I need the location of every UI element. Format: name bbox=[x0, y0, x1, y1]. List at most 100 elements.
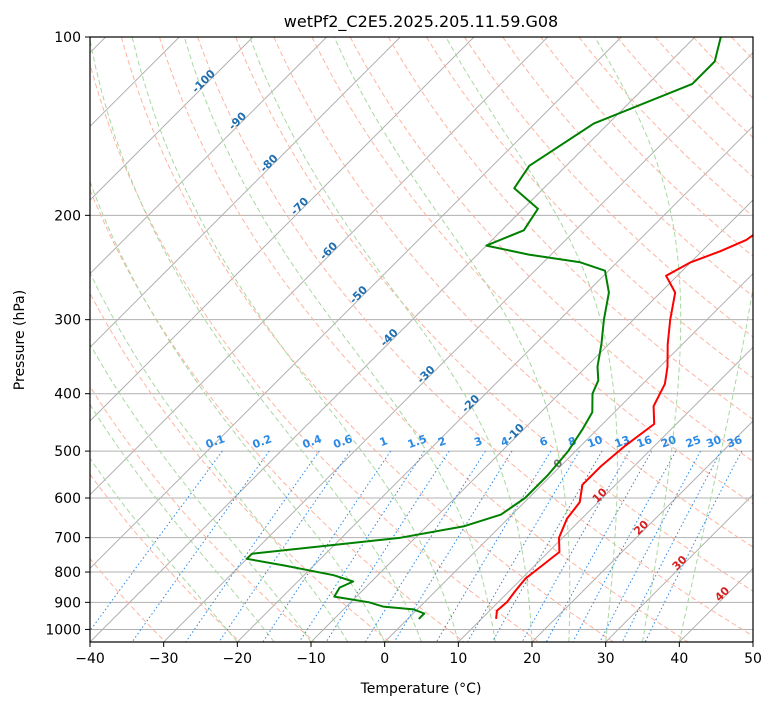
y-axis-label: Pressure (hPa) bbox=[12, 290, 28, 390]
mixing-ratio-line bbox=[545, 450, 653, 642]
mixing-ratio-line bbox=[131, 450, 270, 642]
mixing-ratio-label: 0.1 bbox=[204, 432, 227, 451]
moist-adiabat bbox=[90, 271, 349, 642]
moist-adiabat bbox=[445, 37, 618, 642]
x-axis-label: Temperature (°C) bbox=[360, 681, 482, 697]
dry-adiabat bbox=[425, 37, 753, 379]
temperature-profile bbox=[495, 233, 753, 619]
dry-adiabat bbox=[502, 37, 753, 298]
y-tick-label: 400 bbox=[54, 387, 81, 403]
isotherm-line bbox=[90, 37, 328, 275]
mixing-ratio-label: 0.6 bbox=[332, 432, 355, 451]
mixing-ratio-label: 1 bbox=[378, 434, 390, 449]
moist-adiabat bbox=[90, 343, 312, 642]
mixing-ratio-line bbox=[435, 450, 552, 642]
x-tick-label: −40 bbox=[75, 651, 105, 667]
dry-adiabat bbox=[90, 62, 540, 642]
y-tick-label: 900 bbox=[54, 595, 81, 611]
moist-adiabat bbox=[90, 457, 238, 642]
dry-adiabat bbox=[616, 37, 753, 178]
mixing-ratio-label: 36 bbox=[725, 433, 744, 451]
isotherm-line bbox=[605, 493, 753, 642]
mixing-ratio-label: 2 bbox=[436, 434, 448, 449]
mixing-ratio-label: 16 bbox=[635, 433, 654, 451]
dry-adiabat bbox=[159, 37, 689, 642]
mixing-ratio-line bbox=[467, 450, 580, 642]
mixing-ratio-label: 3 bbox=[472, 434, 484, 449]
isotherm-line bbox=[90, 37, 549, 496]
isotherm-line bbox=[310, 199, 753, 642]
y-tick-label: 800 bbox=[54, 565, 81, 581]
mixing-ratio-line bbox=[185, 450, 320, 642]
plot-frame bbox=[89, 36, 754, 643]
dry-adiabat bbox=[90, 188, 465, 642]
isotherm-line bbox=[90, 37, 475, 422]
x-tick-label: 20 bbox=[523, 651, 541, 667]
y-tick-label: 500 bbox=[54, 444, 81, 460]
mixing-ratio-line bbox=[521, 450, 630, 642]
isotherm-line bbox=[90, 37, 254, 201]
isotherm-line bbox=[384, 272, 753, 642]
dry-adiabat bbox=[311, 37, 753, 505]
mixing-ratio-line bbox=[599, 450, 701, 642]
mixing-ratio-line bbox=[393, 450, 513, 642]
moist-adiabat bbox=[131, 37, 459, 642]
x-tick-label: 0 bbox=[380, 651, 389, 667]
isotherm-line bbox=[90, 37, 401, 349]
mixing-ratio-label: 1.5 bbox=[406, 432, 429, 451]
dry-adiabat bbox=[90, 292, 390, 642]
moist-adiabat bbox=[678, 284, 753, 642]
dry-adiabat bbox=[540, 37, 753, 257]
mixing-ratio-label: 13 bbox=[613, 433, 632, 450]
y-tick-label: 600 bbox=[54, 491, 81, 507]
mixing-ratio-label: 0.2 bbox=[251, 432, 274, 451]
mixing-ratio-label: 30 bbox=[704, 433, 723, 451]
mixing-ratio-label: 8 bbox=[566, 434, 578, 449]
x-tick-label: 10 bbox=[449, 651, 467, 667]
mixing-ratio-line bbox=[572, 450, 677, 642]
y-axis: 100 200 300 400 500 600 700 800 900 1000 bbox=[45, 30, 90, 638]
moist-adiabat bbox=[90, 403, 275, 642]
moist-adiabat bbox=[90, 37, 422, 642]
moist-adiabat bbox=[333, 37, 571, 642]
dry-adiabat bbox=[273, 37, 753, 548]
y-tick-label: 300 bbox=[54, 313, 81, 329]
isotherm-line bbox=[90, 37, 622, 570]
x-tick-label: −30 bbox=[149, 651, 179, 667]
isotherm-line bbox=[531, 420, 753, 642]
x-tick-label: −10 bbox=[296, 651, 326, 667]
dewpoint-profile bbox=[245, 37, 722, 620]
isotherm-line bbox=[236, 125, 753, 642]
y-tick-label: 1000 bbox=[45, 622, 81, 638]
moist-adiabat bbox=[594, 37, 682, 642]
series-group bbox=[245, 37, 753, 620]
mixing-ratio-label: 10 bbox=[586, 433, 605, 451]
dry-adiabat bbox=[387, 37, 753, 420]
isotherm-line bbox=[163, 51, 753, 642]
x-tick-label: −20 bbox=[223, 651, 253, 667]
mixing-ratio-label: 25 bbox=[684, 433, 703, 450]
y-tick-label: 700 bbox=[54, 531, 81, 547]
moist-adiabat bbox=[249, 37, 533, 642]
moist-adiabat bbox=[183, 37, 496, 642]
mixing-ratio-line bbox=[364, 450, 486, 642]
moist-adiabat bbox=[90, 179, 386, 642]
mixing-ratio-label: 6 bbox=[538, 434, 550, 449]
chart-title: wetPf2_C2E5.2025.205.11.59.G08 bbox=[284, 12, 558, 32]
x-tick-label: 50 bbox=[744, 651, 762, 667]
mixing-ratio-line bbox=[218, 450, 351, 642]
dry-adiabat bbox=[90, 385, 316, 642]
dry-adiabat bbox=[197, 37, 753, 637]
y-tick-label: 200 bbox=[54, 208, 81, 224]
x-axis: −40 −30 −20 −10 0 10 20 30 40 50 bbox=[75, 642, 762, 667]
x-tick-label: 40 bbox=[670, 651, 688, 667]
dry-adiabat bbox=[120, 37, 614, 642]
dry-adiabat bbox=[349, 37, 753, 462]
y-tick-label: 100 bbox=[54, 30, 81, 46]
x-tick-label: 30 bbox=[597, 651, 615, 667]
mixing-ratio-label: 0.4 bbox=[301, 432, 324, 451]
mixing-ratio-label: 4 bbox=[499, 434, 511, 449]
mixing-ratio-label: 20 bbox=[659, 433, 678, 451]
